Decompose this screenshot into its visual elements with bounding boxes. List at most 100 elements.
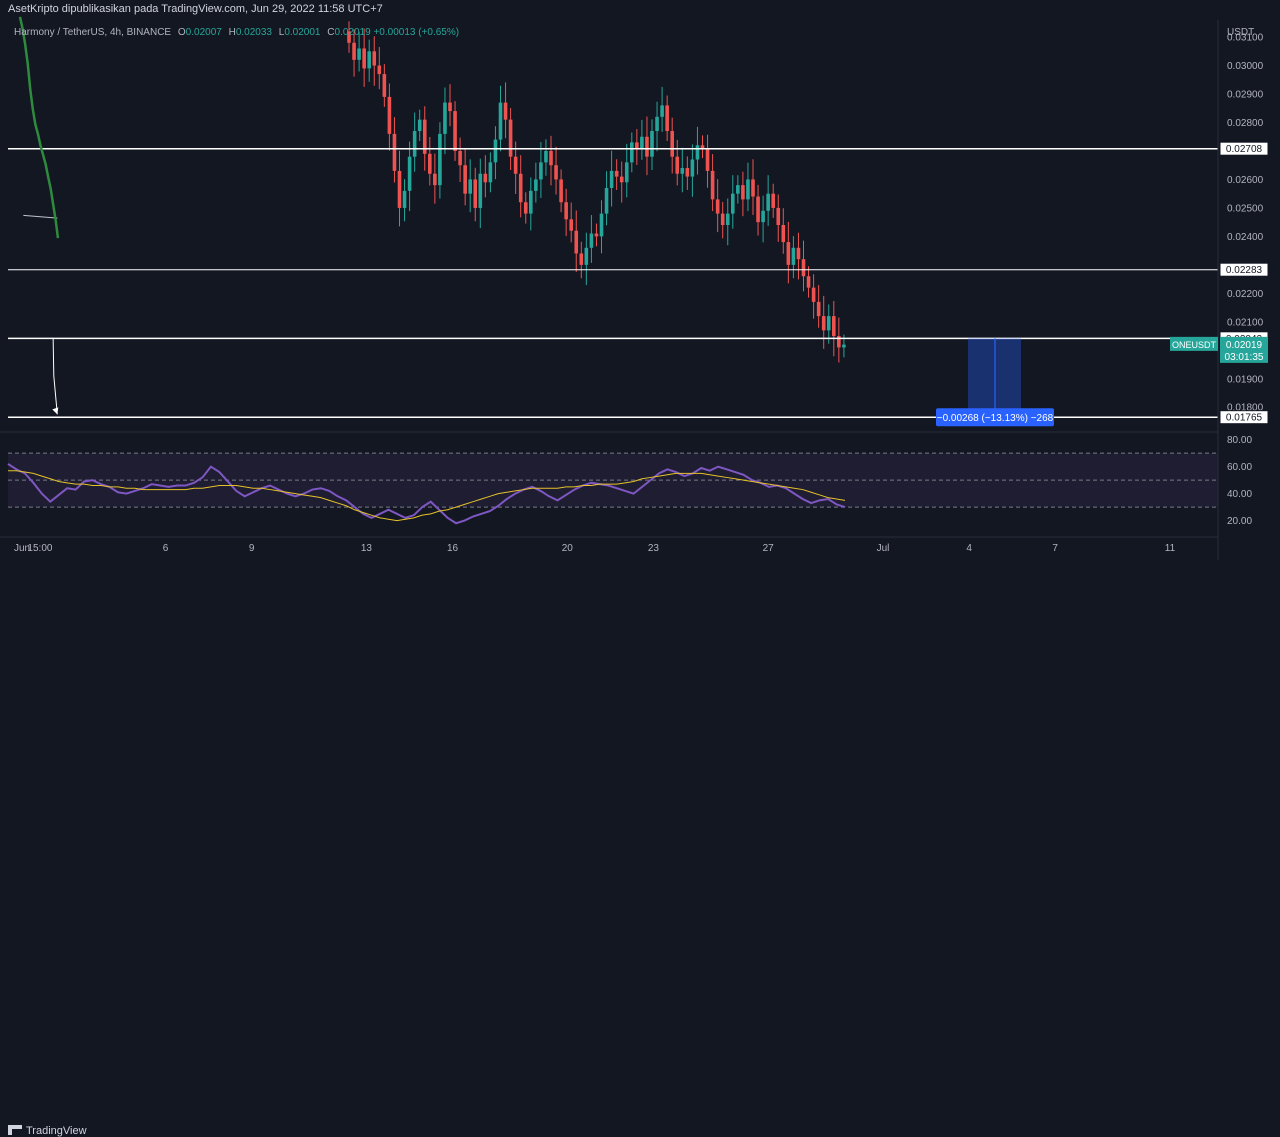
candle-body xyxy=(468,179,472,194)
open-label: O xyxy=(177,27,186,38)
candle-body xyxy=(801,259,806,277)
low-label: L xyxy=(278,27,285,38)
candle-body xyxy=(645,136,649,157)
candle-body xyxy=(589,233,594,248)
candle-body xyxy=(796,247,801,260)
candle-body xyxy=(710,170,715,200)
projection-arrowhead xyxy=(52,407,59,415)
time-tick-label: 16 xyxy=(447,543,459,554)
candle-body xyxy=(635,142,639,149)
price-tick-label: 0.02200 xyxy=(1227,289,1264,300)
candle-body xyxy=(791,247,796,265)
candle-body xyxy=(392,133,397,171)
candle-body xyxy=(448,102,452,112)
measure-label-bg xyxy=(936,408,1054,427)
candle-body xyxy=(705,148,710,171)
low-value: 0.02001 xyxy=(284,27,321,38)
candle-body xyxy=(670,131,674,157)
candle-body xyxy=(564,202,568,220)
candle-body xyxy=(569,219,573,231)
rsi-ma-line xyxy=(8,470,846,522)
rsi-pane xyxy=(7,452,1218,525)
overlays xyxy=(8,16,1218,418)
tradingview-logo-icon xyxy=(8,1125,22,1135)
candle-body xyxy=(599,213,604,237)
high-label: H xyxy=(228,27,236,38)
time-tick-label: 6 xyxy=(163,543,169,554)
price-tick-label: 0.02500 xyxy=(1227,203,1264,214)
change-value: +0.00013 (+0.65%) xyxy=(373,27,460,38)
candle-body xyxy=(387,96,392,134)
candle-body xyxy=(821,316,826,331)
high-value: 0.02033 xyxy=(235,27,272,38)
level-label-bg xyxy=(1219,410,1269,425)
time-tick-label: 27 xyxy=(763,543,775,554)
candle-body xyxy=(837,336,841,348)
candle-body xyxy=(761,210,765,223)
candle-body xyxy=(771,193,775,208)
candle-body xyxy=(614,170,619,177)
candle-body xyxy=(695,145,700,160)
price-tick-label: 0.02600 xyxy=(1227,175,1264,186)
candle-body xyxy=(518,173,523,203)
candle-body xyxy=(544,150,548,163)
tradingview-logo[interactable]: TradingView xyxy=(8,1125,87,1137)
candle-body xyxy=(746,179,750,200)
candle-body xyxy=(584,247,589,265)
time-tick-label: 15:00 xyxy=(27,543,52,554)
level-label: 0.02283 xyxy=(1226,265,1263,276)
candle-body xyxy=(352,42,356,60)
candle-body xyxy=(443,102,447,134)
candle-body xyxy=(675,156,680,174)
candle-body xyxy=(816,301,821,317)
time-tick-label: Jul xyxy=(877,543,890,554)
candle-body xyxy=(736,185,740,194)
publish-bar: AsetKripto dipublikasikan pada TradingVi… xyxy=(0,0,1280,20)
symbol-name: Harmony / TetherUS, 4h, BINANCE xyxy=(14,27,172,38)
projection-path xyxy=(50,337,58,415)
candle-body xyxy=(574,230,579,254)
candles xyxy=(347,21,846,363)
price-tick-label: 0.02100 xyxy=(1227,317,1264,328)
candle-body xyxy=(776,207,781,225)
open-value: 0.02007 xyxy=(185,27,222,38)
candle-body xyxy=(412,131,417,157)
time-tick-label: 9 xyxy=(249,543,255,554)
candle-body xyxy=(402,190,407,208)
time-tick-label: 20 xyxy=(562,543,574,554)
candle-body xyxy=(554,165,558,180)
measure-label: −0.00268 (−13.13%) −268 xyxy=(937,413,1054,424)
candle-body xyxy=(624,162,629,183)
time-tick-label: 7 xyxy=(1052,543,1058,554)
candle-body xyxy=(559,179,563,203)
candle-body xyxy=(372,51,377,66)
candle-body xyxy=(725,213,730,225)
time-tick-label: 4 xyxy=(966,543,972,554)
candle-body xyxy=(685,168,690,177)
candle-body xyxy=(604,187,609,214)
last-price-bg xyxy=(1220,336,1268,363)
candle-body xyxy=(483,173,488,183)
neckline xyxy=(23,214,58,219)
candle-body xyxy=(377,65,382,75)
candle-body xyxy=(811,287,816,302)
candle-body xyxy=(347,31,351,43)
candle-body xyxy=(473,179,478,208)
candle-body xyxy=(731,193,735,214)
candle-body xyxy=(463,165,467,194)
candle-body xyxy=(357,48,361,60)
price-tick-label: 0.03100 xyxy=(1227,33,1264,44)
candle-body xyxy=(660,105,664,117)
candle-body xyxy=(362,48,366,69)
candle-body xyxy=(503,102,508,120)
candle-body xyxy=(382,74,387,97)
bar-countdown: 03:01:35 xyxy=(1225,352,1264,363)
close-value: 0.02019 xyxy=(334,27,371,38)
candle-body xyxy=(498,102,503,140)
candle-body xyxy=(650,131,654,157)
candle-body xyxy=(523,202,528,214)
price-tick-label: 0.02900 xyxy=(1227,90,1264,101)
candle-body xyxy=(397,170,402,208)
